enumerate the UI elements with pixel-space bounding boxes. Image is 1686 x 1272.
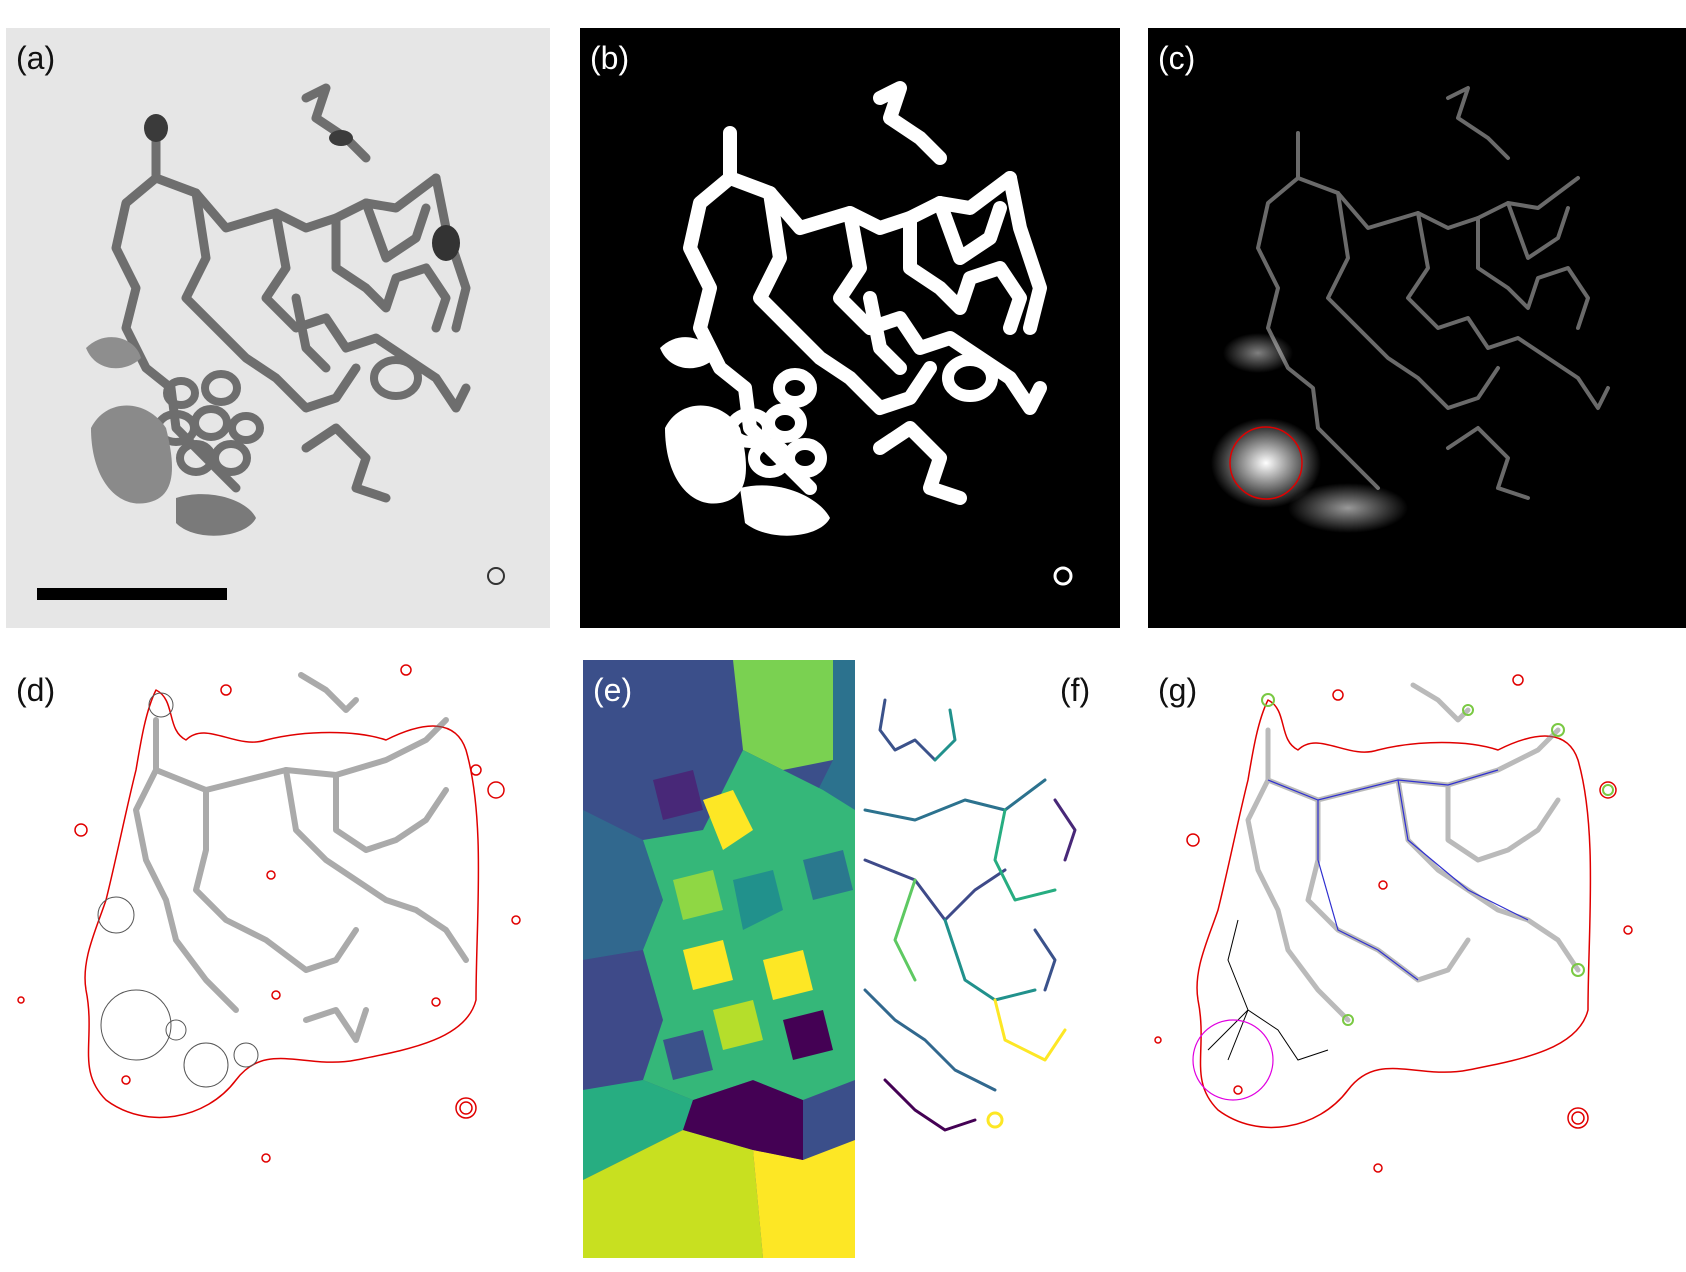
panel-d-contour-circles: (d) [6,660,566,1260]
panel-e-voronoi: (e) [583,660,855,1258]
max-radius-circle [1229,426,1303,500]
panel-g-overlay: (g) [1148,660,1686,1260]
panel-label-a: (a) [16,40,56,76]
distance-map-image [1211,86,1610,533]
panel-label-b: (b) [590,40,630,76]
contour-circles-image [17,664,521,1163]
skeleton-colored-image [863,698,1077,1132]
scale-bar [37,588,227,600]
panel-label-g: (g) [1158,672,1198,708]
panel-label-f: (f) [1060,672,1091,708]
panel-label-e: (e) [593,672,633,708]
panel-f-skeleton-colored: (f) [855,660,1130,1260]
micrograph-image [86,83,505,585]
panel-label-d: (d) [16,672,56,708]
panel-a-micrograph: (a) [6,28,550,628]
panel-b-binary-mask: (b) [580,28,1120,628]
overlay-image [1154,674,1633,1173]
panel-label-c: (c) [1158,40,1196,76]
panel-c-distance-map: (c) [1148,28,1686,628]
binary-mask-image [660,81,1073,586]
voronoi-image [583,660,855,1258]
